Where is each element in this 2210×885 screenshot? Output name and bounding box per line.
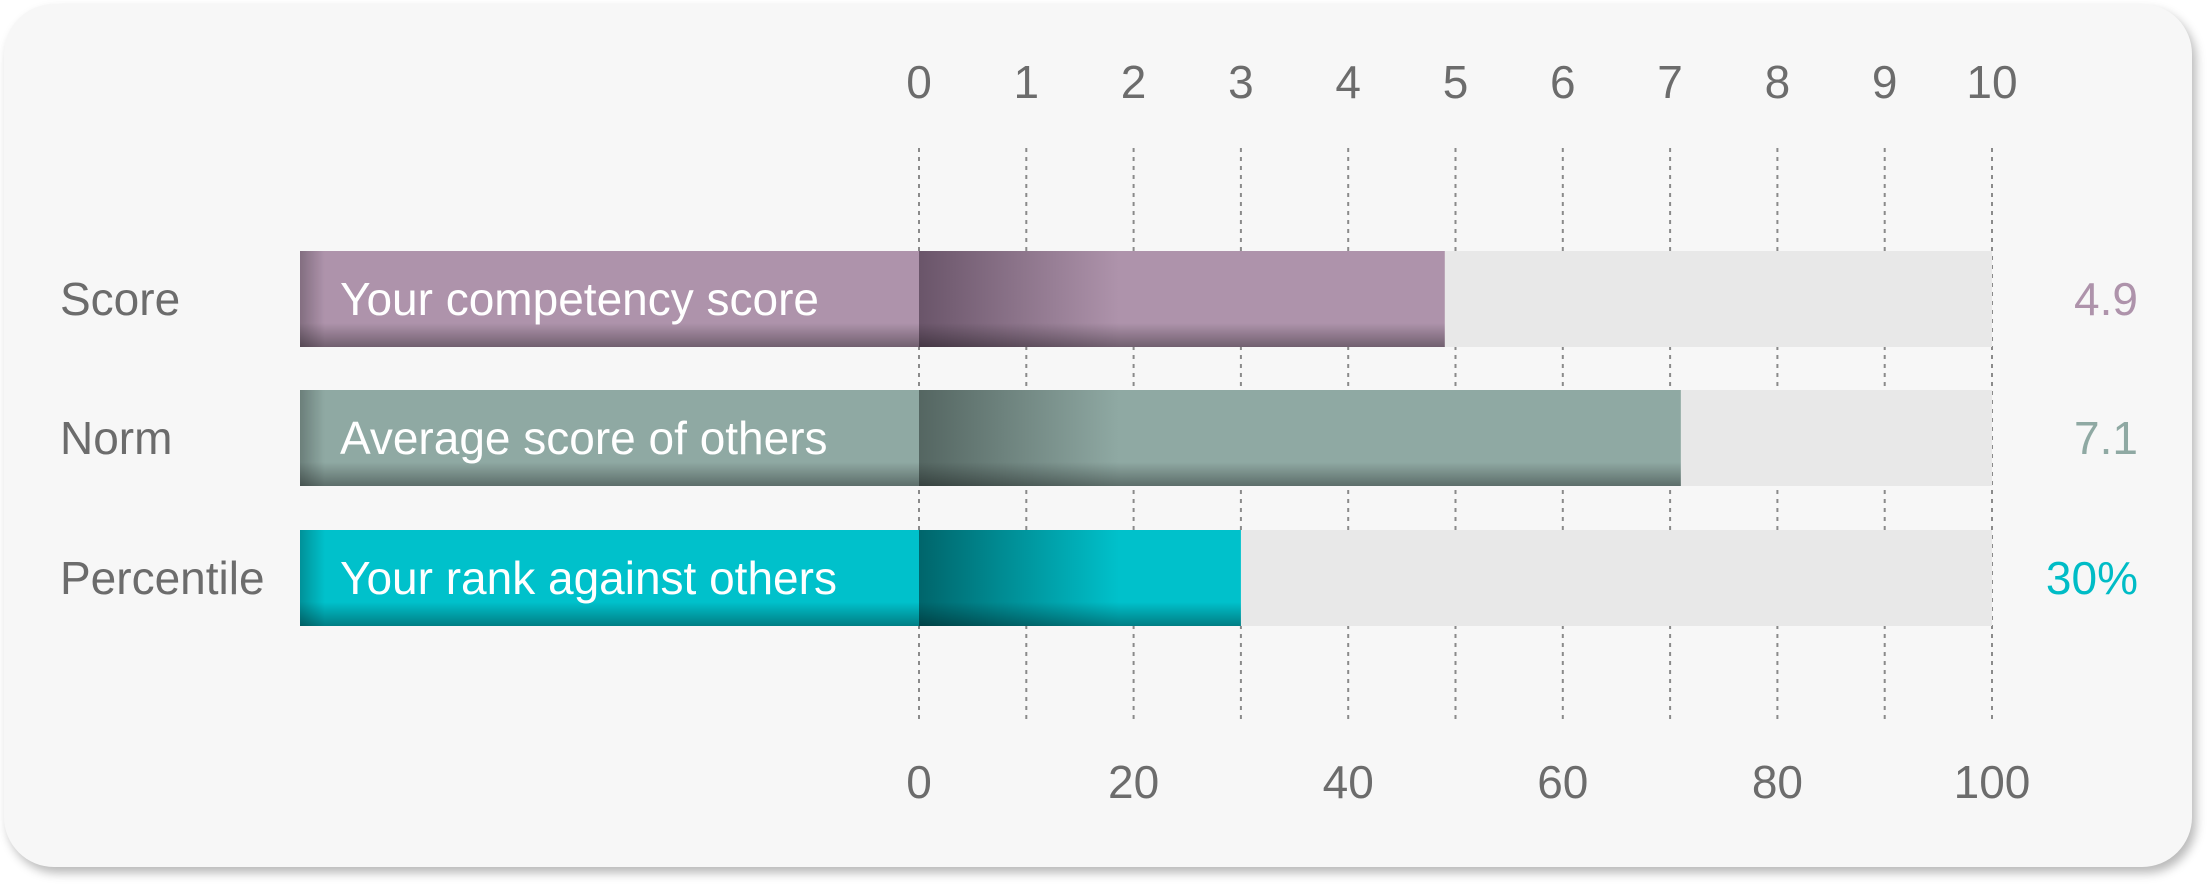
top-axis-tick-label: 6 <box>1550 56 1576 108</box>
value-label: 30% <box>2046 552 2138 604</box>
top-axis-tick-label: 10 <box>1966 56 2017 108</box>
top-axis-tick-label: 9 <box>1872 56 1898 108</box>
bottom-axis-tick-label: 80 <box>1752 756 1803 808</box>
bar-shade <box>919 390 1681 486</box>
row-label: Percentile <box>60 552 265 604</box>
bar-shade <box>919 251 1445 347</box>
bottom-axis-tick-label: 100 <box>1954 756 2031 808</box>
bar-row-score: Score Your competency score 4.9 <box>60 251 2138 347</box>
grid-lines <box>918 148 1993 722</box>
bottom-axis-tick-label: 0 <box>906 756 932 808</box>
bottom-axis: 0 20 40 60 80 100 <box>906 756 2030 808</box>
bar-row-norm: Norm Average score of others 7.1 <box>60 390 2138 486</box>
row-label: Norm <box>60 412 172 464</box>
top-axis-tick-label: 7 <box>1657 56 1683 108</box>
bar-shade <box>919 530 1241 626</box>
row-label: Score <box>60 273 180 325</box>
top-axis-tick-label: 1 <box>1014 56 1040 108</box>
bar-caption-panel-shade <box>300 390 919 486</box>
bar-caption: Average score of others <box>340 412 828 464</box>
bottom-axis-tick-label: 20 <box>1108 756 1159 808</box>
top-axis-tick-label: 0 <box>906 56 932 108</box>
bar-caption-panel-shade <box>300 530 919 626</box>
bar-row-percentile: Percentile Your rank against others 30% <box>60 530 2138 626</box>
top-axis-tick-label: 2 <box>1121 56 1147 108</box>
value-label: 4.9 <box>2074 273 2138 325</box>
top-axis-tick-label: 3 <box>1228 56 1254 108</box>
bar-caption: Your competency score <box>340 273 819 325</box>
bottom-axis-tick-label: 40 <box>1323 756 1374 808</box>
top-axis-tick-label: 5 <box>1443 56 1469 108</box>
bar-caption: Your rank against others <box>340 552 837 604</box>
value-label: 7.1 <box>2074 412 2138 464</box>
bar-caption-panel-shade <box>300 251 919 347</box>
top-axis-tick-label: 4 <box>1335 56 1361 108</box>
top-axis-tick-label: 8 <box>1765 56 1791 108</box>
bottom-axis-tick-label: 60 <box>1537 756 1588 808</box>
top-axis: 0 1 2 3 4 5 6 7 8 9 10 <box>906 56 2017 108</box>
bars: Score Your competency score 4.9 Norm Average… <box>60 251 2138 626</box>
